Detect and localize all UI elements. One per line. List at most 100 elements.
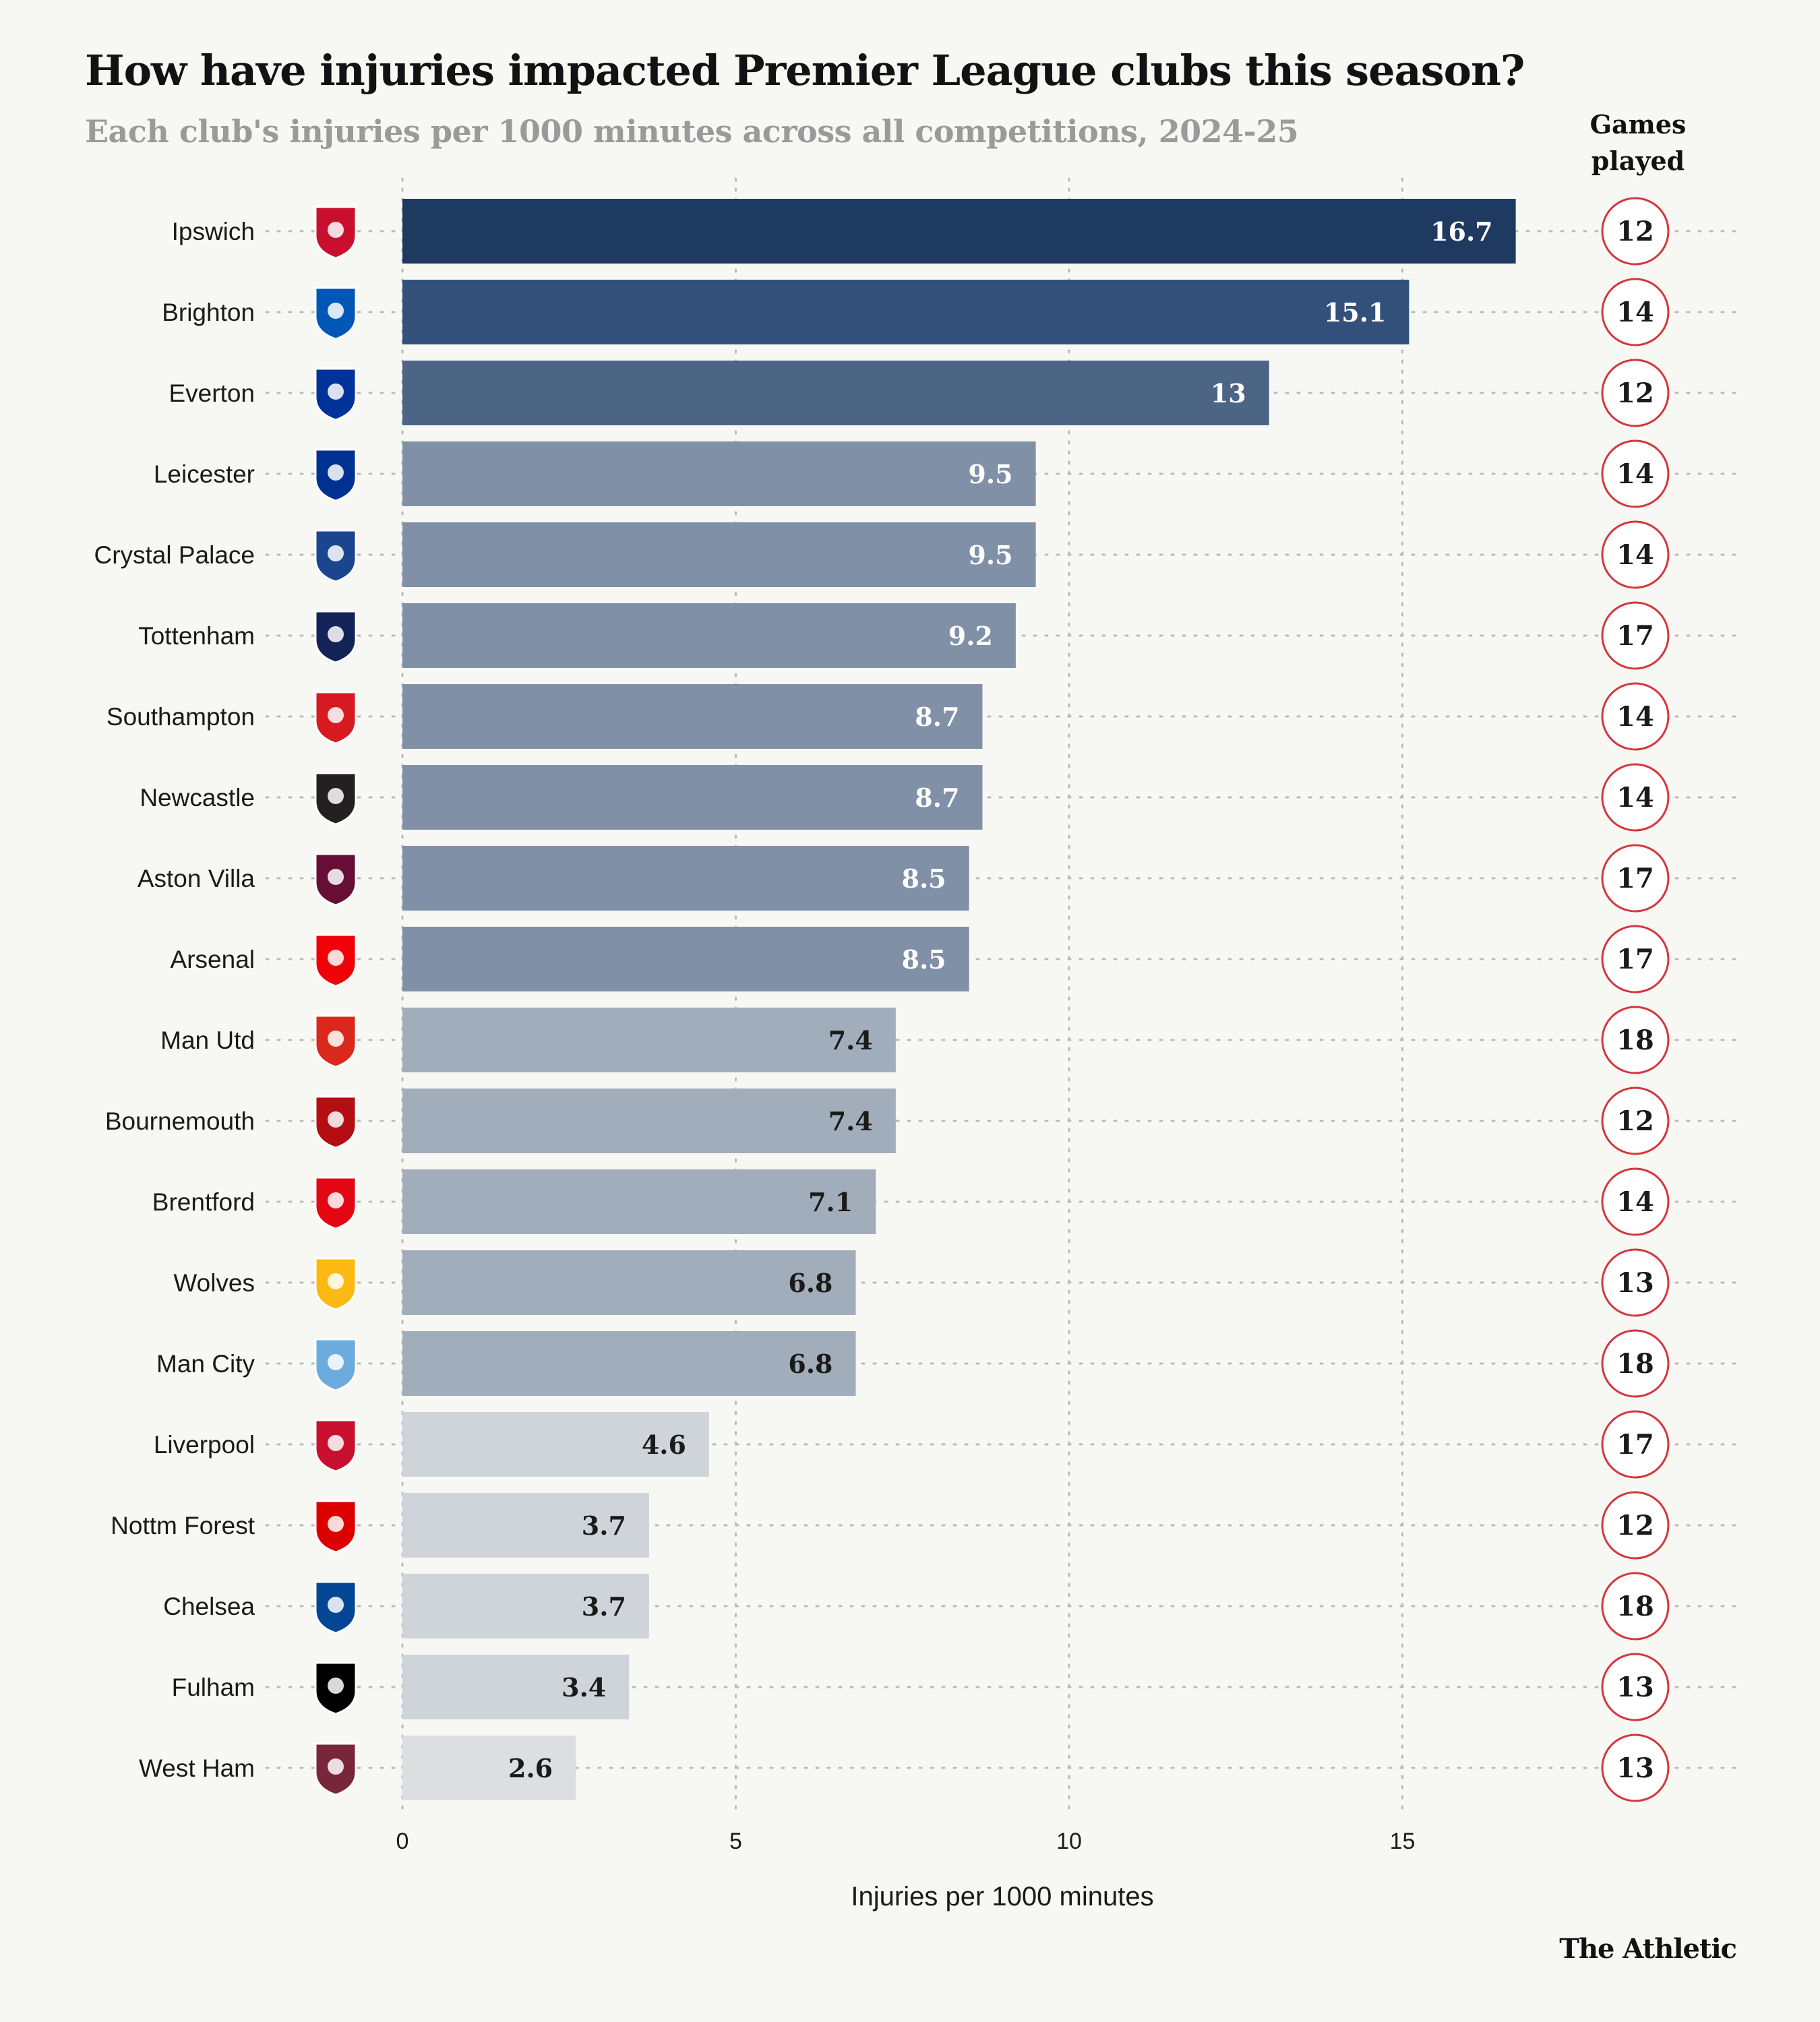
- bar-ipswich: [402, 199, 1516, 264]
- crest-emblem-fulham: [328, 1678, 344, 1694]
- value-label-nottm-forest: 3.7: [582, 1510, 626, 1541]
- crest-emblem-ipswich: [328, 222, 344, 238]
- bar-southampton: [402, 684, 983, 749]
- games-circle-southampton: [1601, 682, 1670, 751]
- category-label-liverpool: Liverpool: [154, 1431, 255, 1459]
- bar-man-utd: [402, 1008, 896, 1072]
- games-circle-nottm-forest: [1601, 1491, 1670, 1560]
- bar-leicester: [402, 441, 1036, 506]
- category-label-fulham: Fulham: [172, 1674, 255, 1701]
- games-played-man-city: 18: [1616, 1348, 1654, 1380]
- category-label-nottm-forest: Nottm Forest: [111, 1512, 255, 1539]
- value-label-newcastle: 8.7: [915, 783, 959, 813]
- bar-everton: [402, 361, 1269, 425]
- value-label-brighton: 15.1: [1324, 297, 1387, 328]
- games-circle-leicester: [1601, 439, 1670, 508]
- chart-subtitle: Each club's injuries per 1000 minutes ac…: [85, 113, 1299, 150]
- games-played-leicester: 14: [1616, 458, 1654, 490]
- games-played-chelsea: 18: [1616, 1591, 1654, 1622]
- crest-emblem-crystal-palace: [328, 545, 344, 561]
- category-label-newcastle: Newcastle: [140, 784, 255, 811]
- games-circle-ipswich: [1601, 197, 1670, 266]
- games-circle-man-utd: [1601, 1006, 1670, 1074]
- games-played-ipswich: 12: [1616, 216, 1654, 247]
- bar-bournemouth: [402, 1089, 896, 1153]
- category-label-arsenal: Arsenal: [171, 946, 255, 973]
- category-label-southampton: Southampton: [107, 703, 255, 731]
- games-played-west-ham: 13: [1616, 1752, 1654, 1784]
- games-circle-man-city: [1601, 1329, 1670, 1398]
- value-label-wolves: 6.8: [788, 1268, 832, 1298]
- games-played-newcastle: 14: [1616, 782, 1654, 814]
- crest-emblem-brentford: [328, 1192, 344, 1208]
- value-label-crystal-palace: 9.5: [968, 540, 1012, 570]
- bar-west-ham: [402, 1736, 576, 1800]
- games-header-line1: Games: [1589, 109, 1687, 140]
- games-played-wolves: 13: [1616, 1267, 1654, 1299]
- category-label-everton: Everton: [169, 379, 255, 407]
- category-label-wolves: Wolves: [173, 1269, 255, 1297]
- bar-aston-villa: [402, 846, 969, 911]
- crest-emblem-west-ham: [328, 1758, 344, 1775]
- games-played-aston-villa: 17: [1616, 863, 1654, 894]
- value-label-chelsea: 3.7: [582, 1591, 626, 1622]
- games-circle-arsenal: [1601, 925, 1670, 993]
- games-played-header: Games played: [1564, 106, 1712, 179]
- value-label-southampton: 8.7: [915, 702, 959, 732]
- crest-emblem-man-city: [328, 1354, 344, 1370]
- bar-newcastle: [402, 765, 983, 830]
- value-label-man-utd: 7.4: [828, 1025, 873, 1055]
- bar-chelsea: [402, 1574, 649, 1638]
- crest-emblem-liverpool: [328, 1435, 344, 1451]
- category-label-leicester: Leicester: [154, 460, 255, 488]
- tick-label-x-10: 10: [1056, 1829, 1082, 1854]
- games-played-brighton: 14: [1616, 297, 1654, 328]
- tick-label-x-0: 0: [396, 1829, 409, 1854]
- crest-emblem-aston-villa: [328, 869, 344, 885]
- chart-title: How have injuries impacted Premier Leagu…: [85, 46, 1525, 95]
- crest-emblem-tottenham: [328, 626, 344, 642]
- games-circle-west-ham: [1601, 1734, 1670, 1802]
- games-circle-tottenham: [1601, 601, 1670, 670]
- games-played-arsenal: 17: [1616, 944, 1654, 975]
- games-circle-crystal-palace: [1601, 520, 1670, 589]
- the-athletic-logo: The Athletic: [1559, 1933, 1737, 1965]
- bar-liverpool: [402, 1412, 709, 1477]
- bar-fulham: [402, 1655, 630, 1719]
- tick-label-x-15: 15: [1390, 1829, 1416, 1854]
- crest-emblem-newcastle: [328, 788, 344, 804]
- category-label-chelsea: Chelsea: [163, 1593, 255, 1620]
- crest-emblem-bournemouth: [328, 1111, 344, 1128]
- bar-man-city: [402, 1331, 856, 1396]
- value-label-leicester: 9.5: [968, 459, 1012, 489]
- games-circle-liverpool: [1601, 1410, 1670, 1479]
- value-label-everton: 13: [1211, 378, 1246, 408]
- games-played-nottm-forest: 12: [1616, 1510, 1654, 1541]
- value-label-aston-villa: 8.5: [902, 863, 946, 894]
- games-circle-bournemouth: [1601, 1086, 1670, 1155]
- value-label-arsenal: 8.5: [902, 944, 946, 975]
- games-circle-fulham: [1601, 1653, 1670, 1721]
- crest-emblem-brighton: [328, 303, 344, 319]
- games-played-man-utd: 18: [1616, 1024, 1654, 1056]
- bar-brighton: [402, 280, 1409, 344]
- games-circle-newcastle: [1601, 763, 1670, 832]
- crest-emblem-leicester: [328, 464, 344, 481]
- value-label-brentford: 7.1: [808, 1187, 853, 1217]
- category-label-crystal-palace: Crystal Palace: [94, 541, 255, 569]
- category-label-man-city: Man City: [156, 1350, 255, 1378]
- crest-emblem-southampton: [328, 707, 344, 723]
- category-label-bournemouth: Bournemouth: [105, 1107, 255, 1135]
- games-played-fulham: 13: [1616, 1672, 1654, 1703]
- category-label-west-ham: West Ham: [139, 1754, 255, 1782]
- category-label-aston-villa: Aston Villa: [138, 865, 255, 892]
- games-circle-brentford: [1601, 1167, 1670, 1236]
- bar-arsenal: [402, 927, 969, 991]
- games-circle-brighton: [1601, 278, 1670, 346]
- value-label-man-city: 6.8: [788, 1349, 832, 1379]
- games-played-tottenham: 17: [1616, 620, 1654, 652]
- category-label-ipswich: Ipswich: [172, 218, 255, 245]
- x-axis-title: Injuries per 1000 minutes: [851, 1882, 1153, 1911]
- crest-emblem-wolves: [328, 1273, 344, 1289]
- value-label-fulham: 3.4: [562, 1672, 606, 1703]
